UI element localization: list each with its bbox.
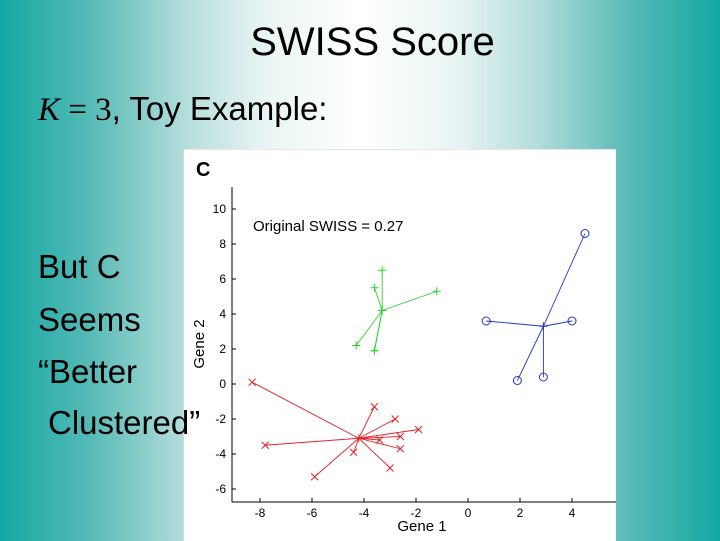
x-marker-stroke bbox=[370, 402, 379, 411]
cluster-1-point bbox=[391, 415, 400, 423]
cluster-1-point bbox=[310, 472, 319, 481]
cluster-2-point bbox=[378, 266, 387, 275]
cluster-1-point bbox=[248, 378, 257, 387]
cluster-3-point bbox=[512, 376, 522, 385]
cluster-2-point bbox=[370, 283, 379, 292]
cluster-3-point bbox=[538, 372, 548, 382]
y-tick-label: -6 bbox=[215, 482, 226, 496]
x-marker-stroke bbox=[396, 444, 405, 453]
cluster-2-point bbox=[352, 341, 361, 350]
cluster-1-link bbox=[251, 381, 360, 439]
swiss-annotation: Original SWISS = 0.27 bbox=[253, 218, 403, 235]
x-tick-label: 0 bbox=[465, 506, 472, 520]
x-marker-stroke bbox=[349, 448, 358, 457]
scatter-plot: -6 -4 -2 0 2 4 6 8 10 -8 -6 -4 -2 0 2 4 Gene 1 Gene 2 C Ori… bbox=[191, 159, 616, 535]
x-marker-stroke bbox=[391, 415, 400, 423]
y-tick-label: -2 bbox=[215, 412, 226, 426]
y-tick-label: 4 bbox=[219, 307, 226, 321]
body-line-1: But C bbox=[38, 248, 121, 285]
y-tick-label: 0 bbox=[219, 377, 226, 391]
cluster-1-link bbox=[358, 418, 396, 439]
cluster-3-link bbox=[486, 320, 544, 327]
cluster-1-point bbox=[396, 432, 405, 441]
cluster-1-link bbox=[314, 437, 360, 478]
math-equals: = 3 bbox=[60, 92, 112, 128]
cluster-1-point bbox=[396, 444, 405, 453]
cluster-1-link bbox=[358, 429, 419, 439]
cluster-3-point bbox=[481, 316, 491, 326]
slide-title: SWISS Score bbox=[250, 20, 495, 64]
x-marker-stroke bbox=[396, 432, 405, 441]
y-axis-label: Gene 2 bbox=[191, 319, 208, 368]
x-tick-label: -6 bbox=[307, 506, 318, 520]
y-tick-label: 8 bbox=[219, 237, 226, 251]
panel-label: C bbox=[196, 159, 210, 181]
x-tick-label: -2 bbox=[411, 506, 422, 520]
cluster-2-link bbox=[373, 310, 383, 351]
cluster-2-link bbox=[382, 290, 437, 311]
y-tick-label: 10 bbox=[213, 202, 227, 216]
x-marker-stroke bbox=[386, 464, 394, 472]
x-tick-label: 2 bbox=[517, 506, 524, 520]
cluster-3-link bbox=[542, 233, 586, 327]
body-line-3: “Better bbox=[38, 353, 138, 390]
y-tick-label: 6 bbox=[219, 272, 226, 286]
x-marker-stroke bbox=[375, 436, 384, 444]
x-marker-stroke bbox=[310, 472, 319, 481]
x-tick-label: -4 bbox=[359, 506, 370, 520]
plot-panel: -6 -4 -2 0 2 4 6 8 10 -8 -6 -4 -2 0 2 4 Gene 1 Gene 2 C Ori… bbox=[183, 149, 616, 541]
cluster-2-link bbox=[373, 287, 383, 311]
math-expression: K = 3 bbox=[38, 92, 112, 128]
slide-subtitle: K = 3, Toy Example: bbox=[38, 90, 327, 129]
cluster-1-point bbox=[386, 464, 394, 472]
math-variable: K bbox=[38, 92, 61, 128]
x-axis-label: Gene 1 bbox=[397, 518, 446, 535]
x-tick-label: -8 bbox=[255, 506, 266, 520]
cluster-1-link bbox=[358, 437, 391, 469]
subtitle-text: , Toy Example: bbox=[111, 90, 328, 127]
cluster-1-link bbox=[353, 438, 360, 453]
x-marker-stroke bbox=[248, 378, 257, 387]
cluster-1-point bbox=[375, 436, 384, 444]
cluster-1-link bbox=[358, 436, 401, 439]
cluster-1-link bbox=[265, 437, 359, 446]
x-tick-label: 4 bbox=[569, 506, 576, 520]
cluster-3-link bbox=[516, 326, 544, 381]
cluster-1-link bbox=[358, 437, 401, 450]
cluster-1-point bbox=[370, 402, 379, 411]
cluster-2-point bbox=[432, 287, 441, 296]
cluster-2-point bbox=[370, 346, 379, 355]
cluster-3-link bbox=[543, 320, 573, 327]
y-tick-label: -4 bbox=[215, 447, 226, 461]
body-line-4: Clustered” bbox=[48, 404, 201, 441]
cluster-1-point bbox=[414, 425, 423, 434]
cluster-2-link bbox=[355, 310, 383, 346]
cluster-1-point bbox=[349, 448, 358, 457]
x-marker-stroke bbox=[414, 425, 423, 434]
cluster-3-point bbox=[567, 316, 577, 326]
cluster-1-point bbox=[261, 441, 270, 450]
x-marker-stroke bbox=[261, 441, 270, 450]
y-tick-label: 2 bbox=[219, 342, 226, 356]
cluster-3-point bbox=[580, 229, 590, 238]
body-line-2: Seems bbox=[38, 301, 141, 338]
cluster-1-link bbox=[358, 406, 375, 439]
